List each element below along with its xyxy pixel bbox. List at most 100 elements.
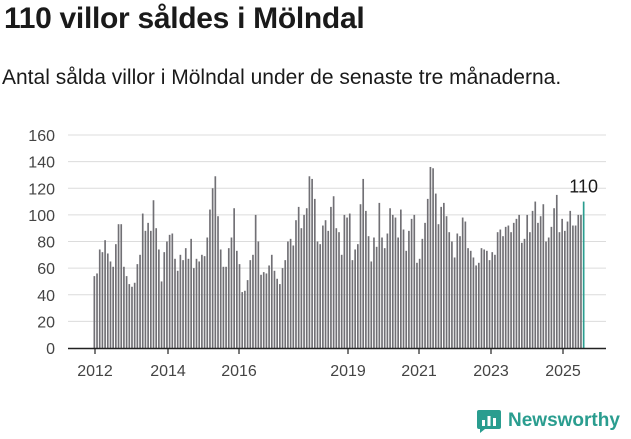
bar xyxy=(443,202,445,348)
bar xyxy=(155,228,158,348)
bar xyxy=(335,228,338,348)
bar xyxy=(158,249,160,348)
bar xyxy=(292,245,295,348)
bar xyxy=(136,264,139,348)
bar xyxy=(386,233,389,348)
bar xyxy=(147,222,149,348)
bar xyxy=(547,237,550,348)
bar xyxy=(418,258,421,348)
bar xyxy=(120,224,123,348)
bar xyxy=(238,264,241,348)
bar xyxy=(112,266,114,348)
bar xyxy=(217,216,219,348)
y-tick-label: 60 xyxy=(37,261,55,278)
bar xyxy=(330,206,332,348)
bar xyxy=(496,232,499,348)
bar xyxy=(270,254,273,348)
bar xyxy=(445,216,448,348)
bar xyxy=(550,226,553,348)
bar xyxy=(222,266,225,348)
bar xyxy=(580,214,582,349)
y-tick-label: 0 xyxy=(46,341,55,358)
bar xyxy=(467,248,469,348)
bar xyxy=(332,196,335,348)
bar xyxy=(389,208,391,348)
bar xyxy=(166,241,168,348)
bar xyxy=(171,233,174,348)
bar xyxy=(289,238,292,348)
bar xyxy=(182,260,184,348)
bar xyxy=(198,261,201,348)
bar xyxy=(504,226,507,348)
bar xyxy=(424,222,426,348)
bar xyxy=(106,253,109,348)
y-tick-label: 160 xyxy=(28,128,55,145)
bar xyxy=(432,168,434,348)
bar xyxy=(133,282,136,348)
bar xyxy=(456,233,459,348)
bar xyxy=(109,261,112,348)
bar xyxy=(308,176,311,348)
bar xyxy=(539,216,542,348)
bar xyxy=(416,262,418,348)
bar xyxy=(174,258,176,348)
bar xyxy=(381,237,383,348)
bar xyxy=(252,254,254,348)
bar xyxy=(101,252,104,348)
bar xyxy=(128,284,131,348)
bars xyxy=(93,166,585,349)
y-tick-label: 20 xyxy=(37,314,55,331)
bar xyxy=(373,237,375,348)
bar xyxy=(297,206,300,348)
bar xyxy=(241,292,244,348)
bar xyxy=(437,224,440,348)
bar xyxy=(219,249,222,348)
bar xyxy=(276,278,278,348)
bar xyxy=(149,230,152,348)
newsworthy-brand[interactable]: Newsworthy xyxy=(476,408,620,434)
bar xyxy=(572,225,574,348)
chart-subtitle: Antal sålda villor i Mölndal under de se… xyxy=(2,66,562,89)
bar xyxy=(104,240,106,348)
bar xyxy=(545,241,547,348)
y-tick-label: 40 xyxy=(37,288,55,305)
bar xyxy=(510,232,512,348)
bar xyxy=(233,208,235,348)
bar xyxy=(408,230,410,348)
bar xyxy=(356,244,359,348)
bar xyxy=(383,248,386,348)
bar xyxy=(338,232,340,348)
bar xyxy=(359,204,362,348)
bar xyxy=(96,273,98,348)
bar xyxy=(367,236,370,348)
bar xyxy=(558,232,561,348)
bar xyxy=(209,209,211,348)
y-tick-label: 100 xyxy=(28,208,55,225)
bar xyxy=(303,214,305,349)
bar xyxy=(195,258,198,348)
bar xyxy=(518,214,520,349)
x-tick-label: 2023 xyxy=(473,363,509,380)
bar xyxy=(98,249,101,348)
bar xyxy=(405,250,408,348)
bar xyxy=(534,201,537,348)
bar xyxy=(577,214,580,349)
bar xyxy=(316,241,319,348)
bar xyxy=(281,268,284,349)
bar xyxy=(284,260,287,348)
bar xyxy=(440,206,442,348)
bar xyxy=(507,225,510,348)
bar xyxy=(176,270,179,348)
bar xyxy=(265,273,268,348)
bar xyxy=(400,209,402,348)
bar xyxy=(502,236,504,348)
x-tick-label: 2019 xyxy=(330,363,366,380)
bar xyxy=(279,284,281,348)
bar xyxy=(313,198,316,348)
bar xyxy=(494,254,496,348)
bar xyxy=(520,242,523,348)
bar xyxy=(531,210,534,348)
bar xyxy=(257,241,260,348)
bar xyxy=(362,178,365,348)
